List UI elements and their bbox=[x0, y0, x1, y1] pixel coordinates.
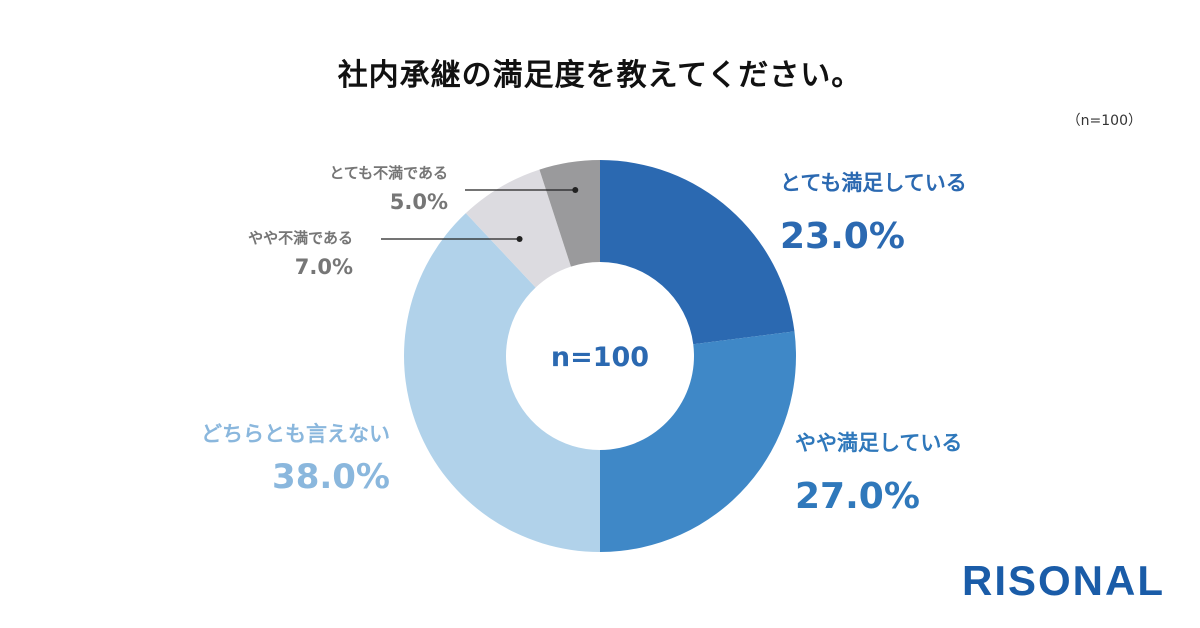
category-label: やや不満である bbox=[248, 229, 353, 247]
chart-title: 社内承継の満足度を教えてください。 bbox=[337, 58, 863, 93]
donut-slice bbox=[600, 331, 796, 552]
sample-size-note: （n=100） bbox=[1066, 113, 1142, 129]
value-label: 7.0% bbox=[295, 255, 353, 279]
risonal-logo: RISONAL bbox=[962, 557, 1165, 604]
donut-slice bbox=[600, 160, 795, 345]
donut-slice bbox=[465, 169, 571, 288]
donut-slice bbox=[404, 213, 600, 553]
value-label: 38.0% bbox=[272, 457, 390, 497]
category-label: とても不満である bbox=[329, 164, 448, 182]
category-label: どちらとも言えない bbox=[201, 422, 390, 446]
category-label: やや満足している bbox=[795, 431, 962, 455]
leader-dot bbox=[516, 236, 523, 242]
center-label: n=100 bbox=[551, 342, 649, 373]
value-label: 27.0% bbox=[795, 476, 920, 517]
value-label: 23.0% bbox=[780, 216, 905, 257]
donut-slice bbox=[539, 160, 600, 267]
category-label: とても満足している bbox=[780, 171, 967, 195]
value-label: 5.0% bbox=[390, 190, 448, 214]
leader-dot bbox=[572, 187, 579, 193]
